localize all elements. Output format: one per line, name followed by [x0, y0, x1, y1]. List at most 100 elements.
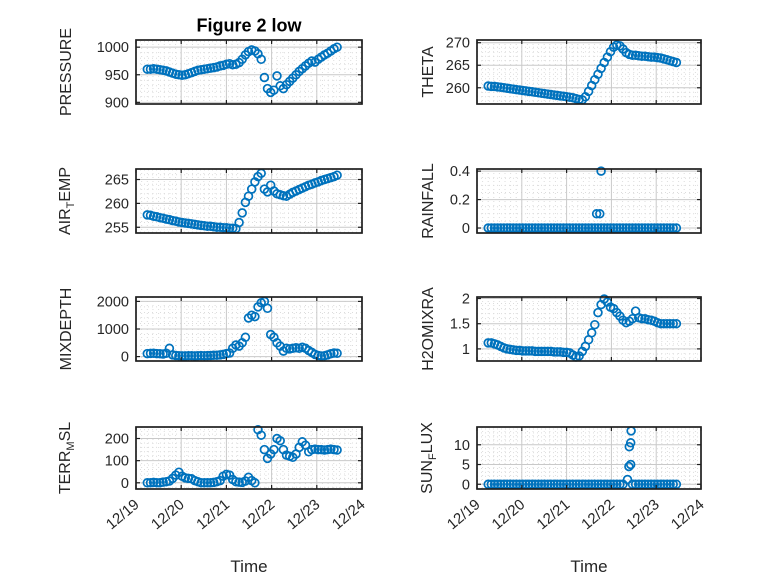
subplot-h2omixra: 11.52 [450, 292, 702, 362]
axis-ticks [476, 169, 702, 233]
svg-text:12/19: 12/19 [444, 496, 484, 533]
svg-text:1: 1 [462, 342, 470, 358]
ylabel-text: PRESSURE [58, 27, 75, 117]
svg-text:950: 950 [105, 68, 129, 84]
subplot-air_temp: 255 260 265 [105, 168, 363, 237]
ylabel-text: LUX [419, 422, 436, 454]
y-axis-label-sun-flux: SUNFLUX [419, 422, 439, 494]
svg-text:12/23: 12/23 [284, 496, 324, 533]
air_temp-markers [142, 168, 342, 234]
svg-text:12/20: 12/20 [489, 496, 529, 533]
y-axis-label-air-temp: AIRTEMP [57, 167, 77, 235]
y-axis-label-h2omixra: H2OMIXRA [420, 287, 438, 371]
axis-ticks [135, 427, 363, 489]
axes-box [135, 168, 363, 234]
svg-text:12/22: 12/22 [238, 496, 278, 533]
h2omixra-markers [483, 294, 682, 362]
y-tick-labels: 0 1000 2000 [97, 294, 129, 365]
svg-text:0: 0 [462, 477, 470, 493]
grid-minor [136, 169, 362, 233]
y-tick-labels: 0 100 200 [105, 432, 129, 492]
y-tick-labels: 260 265 270 [446, 36, 470, 97]
mixdepth-markers [142, 296, 342, 361]
svg-text:260: 260 [105, 196, 129, 212]
rainfall-markers [483, 166, 682, 233]
theta-markers [483, 40, 682, 105]
axes-box [476, 168, 702, 234]
axis-ticks [476, 40, 702, 104]
terr_msl-markers [142, 424, 342, 488]
y-tick-labels: 900 950 1000 [97, 40, 129, 111]
y-axis-label-mixdepth: MIXDEPTH [58, 288, 76, 371]
x-tick-labels: 12/19 12/20 12/21 12/22 12/23 12/24 [444, 496, 708, 533]
axes-box [135, 39, 363, 105]
y-tick-labels: 11.52 [450, 292, 470, 358]
axes-box [135, 426, 363, 490]
y-axis-label-terr-msl: TERRMSL [57, 422, 77, 494]
svg-text:12/23: 12/23 [623, 496, 663, 533]
svg-text:0: 0 [121, 350, 129, 366]
y-tick-labels: 0 0.2 0.4 [450, 164, 470, 237]
pressure-markers [142, 42, 342, 98]
svg-text:1000: 1000 [97, 40, 129, 56]
axes-box [476, 39, 702, 105]
ylabel-text: MIXDEPTH [58, 287, 75, 371]
x-axis-title-right: Time [570, 557, 608, 576]
svg-text:12/20: 12/20 [148, 496, 188, 533]
svg-text:100: 100 [105, 454, 129, 470]
svg-text:12/19: 12/19 [103, 496, 143, 533]
svg-text:0: 0 [462, 221, 470, 237]
svg-text:0.2: 0.2 [450, 193, 470, 209]
x-tick-labels: 12/19 12/20 12/21 12/22 12/23 12/24 [103, 496, 369, 533]
figure-title: Figure 2 low [196, 15, 302, 36]
svg-text:5: 5 [462, 458, 470, 474]
ylabel-text: THETA [420, 46, 437, 98]
subplot-mixdepth: 0 1000 2000 [97, 294, 363, 366]
subplot-sun_flux: 0 5 10 12/19 12/20 12/21 12/22 12/23 12/24 [444, 426, 708, 533]
svg-text:2000: 2000 [97, 294, 129, 310]
svg-text:12/22: 12/22 [578, 496, 618, 533]
ylabel-text: SL [57, 421, 74, 442]
ylabel-text: H2OMIXRA [420, 287, 437, 371]
subplot-terr_msl: 0 100 200 12/19 12/20 12/21 12/22 12/23 12/24 [103, 424, 369, 533]
axes-box [476, 296, 702, 362]
svg-text:12/24: 12/24 [668, 496, 708, 533]
svg-text:265: 265 [446, 58, 470, 74]
svg-text:900: 900 [105, 95, 129, 111]
ylabel-subscript: M [65, 441, 77, 451]
svg-text:12/24: 12/24 [329, 496, 369, 533]
ylabel-text: RAINFALL [420, 163, 437, 239]
svg-text:12/21: 12/21 [193, 496, 233, 533]
axis-ticks [476, 297, 702, 361]
ylabel-text: EMP [57, 166, 74, 202]
ylabel-subscript: T [65, 201, 77, 209]
ylabel-text: SUN [419, 460, 436, 494]
svg-text:10: 10 [454, 438, 470, 454]
axis-ticks [135, 40, 363, 104]
axis-ticks [476, 427, 702, 489]
svg-text:265: 265 [105, 173, 129, 189]
subplot-pressure: 900 950 1000 [97, 39, 363, 111]
svg-text:1.5: 1.5 [450, 317, 470, 333]
svg-text:2: 2 [462, 292, 470, 308]
y-tick-labels: 0 5 10 [454, 438, 470, 493]
y-axis-label-theta: THETA [420, 46, 438, 97]
y-axis-label-pressure: PRESSURE [58, 28, 76, 116]
ylabel-text: TERR [57, 450, 74, 495]
svg-text:200: 200 [105, 432, 129, 448]
axes-box [476, 426, 702, 490]
svg-text:270: 270 [446, 36, 470, 52]
y-axis-label-rainfall: RAINFALL [420, 163, 438, 239]
svg-text:0.4: 0.4 [450, 164, 470, 180]
svg-text:255: 255 [105, 220, 129, 236]
grid-minor [477, 169, 701, 233]
svg-text:0: 0 [121, 476, 129, 492]
y-tick-labels: 255 260 265 [105, 173, 129, 237]
subplot-rainfall: 0 0.2 0.4 [450, 164, 702, 237]
svg-text:260: 260 [446, 81, 470, 97]
svg-text:1000: 1000 [97, 322, 129, 338]
ylabel-subscript: F [427, 453, 439, 461]
ylabel-text: AIR [57, 208, 74, 236]
